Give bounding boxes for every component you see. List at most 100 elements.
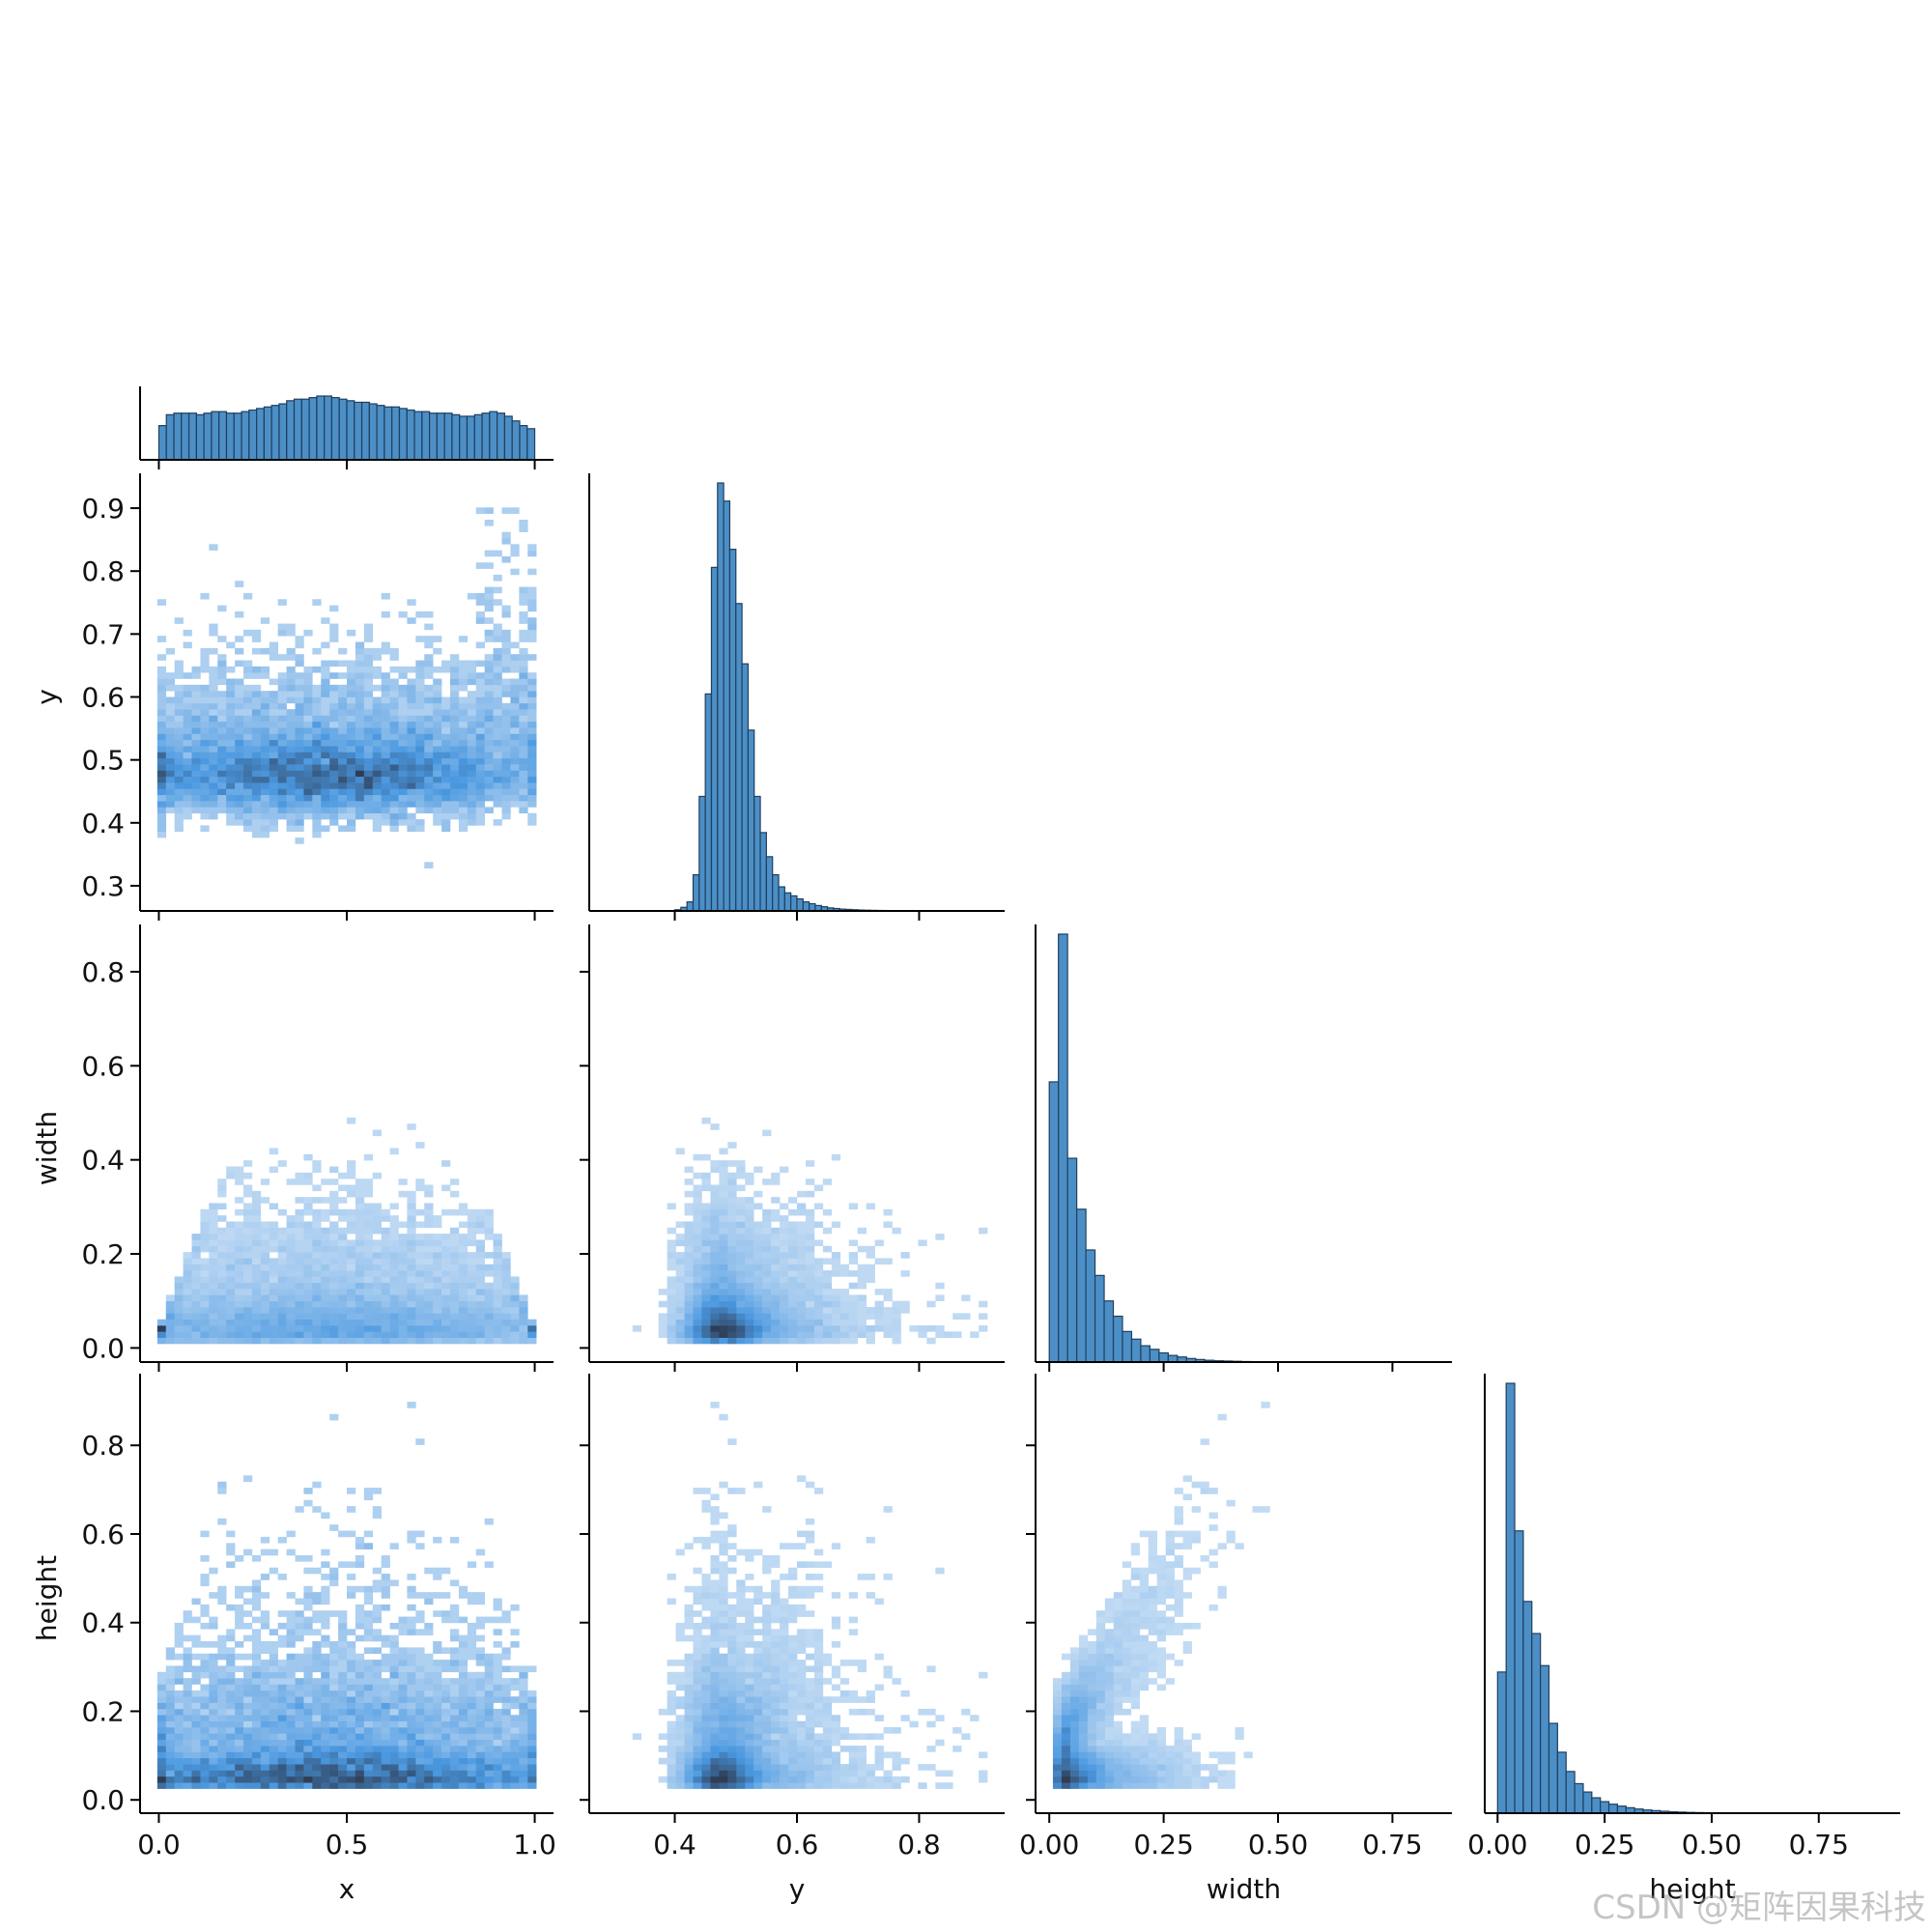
- density-cell: [183, 1739, 192, 1747]
- density-cell: [251, 782, 262, 789]
- density-cell: [762, 1561, 772, 1569]
- density-cell: [312, 1227, 322, 1235]
- density-cell: [321, 1665, 330, 1673]
- density-cell: [892, 1227, 901, 1235]
- density-cell: [415, 1684, 425, 1691]
- density-cell: [788, 1720, 798, 1728]
- density-cell: [347, 1629, 356, 1635]
- density-cell: [926, 1300, 936, 1308]
- density-cell: [667, 1574, 676, 1580]
- density-cell: [467, 1276, 477, 1284]
- density-cell: [347, 1647, 356, 1655]
- density-cell: [372, 1665, 382, 1673]
- density-cell: [295, 715, 304, 723]
- density-cell: [450, 666, 460, 673]
- density-cell: [892, 1319, 901, 1326]
- density-cell: [1156, 1770, 1166, 1777]
- density-cell: [458, 733, 469, 741]
- density-cell: [467, 702, 477, 710]
- density-cell: [762, 1319, 772, 1326]
- density-cell: [389, 1764, 399, 1771]
- density-cell: [372, 1647, 382, 1655]
- density-cell: [243, 1751, 253, 1759]
- density-cell: [338, 1776, 348, 1783]
- density-cell: [226, 1733, 236, 1741]
- density-cell: [510, 770, 520, 778]
- density-cell: [797, 1660, 807, 1666]
- density-cell: [753, 1660, 763, 1666]
- density-cell: [527, 709, 537, 716]
- density-cell: [226, 1227, 236, 1235]
- density-cell: [727, 1746, 737, 1752]
- density-cell: [338, 776, 348, 783]
- density-cell: [363, 1702, 374, 1710]
- density-cell: [501, 1751, 511, 1759]
- density-cell: [398, 1252, 408, 1259]
- density-cell: [693, 1264, 702, 1271]
- density-cell: [165, 1751, 175, 1759]
- density-cell: [389, 727, 399, 734]
- density-cell: [200, 727, 210, 734]
- density-cell: [398, 764, 408, 771]
- density-cell: [312, 1313, 322, 1320]
- density-cell: [251, 831, 262, 838]
- density-cell: [433, 1641, 442, 1648]
- density-cell: [251, 1684, 262, 1691]
- density-cell: [780, 1319, 789, 1326]
- density-cell: [407, 782, 416, 789]
- density-cell: [329, 1282, 339, 1290]
- density-cell: [727, 1610, 737, 1617]
- density-cell: [209, 812, 218, 820]
- density-cell: [286, 794, 296, 802]
- histogram-bar: [1112, 1315, 1123, 1363]
- density-cell: [277, 794, 287, 802]
- density-cell: [805, 1221, 815, 1229]
- density-cell: [727, 1258, 737, 1265]
- density-cell: [260, 776, 270, 783]
- density-cell: [684, 1622, 694, 1630]
- density-cell: [191, 1313, 201, 1320]
- density-cell: [407, 1751, 416, 1759]
- density-cell: [527, 794, 537, 802]
- density-cell: [269, 1282, 278, 1290]
- density-cell: [510, 801, 520, 808]
- density-cell: [156, 1678, 167, 1685]
- density-cell: [780, 1221, 789, 1229]
- density-cell: [191, 746, 201, 753]
- density-cell: [338, 1234, 348, 1240]
- density-cell: [243, 702, 253, 710]
- density-cell: [874, 1258, 884, 1265]
- density-cell: [312, 1782, 322, 1789]
- density-cell: [226, 1331, 236, 1338]
- density-cell: [433, 794, 442, 802]
- density-cell: [209, 1264, 218, 1271]
- density-cell: [217, 1757, 227, 1765]
- density-cell: [693, 1690, 702, 1697]
- density-cell: [501, 733, 511, 741]
- density-cell: [398, 1660, 408, 1666]
- density-cell: [667, 1325, 676, 1332]
- density-cell: [226, 812, 236, 820]
- density-cell: [519, 807, 528, 814]
- density-cell: [753, 1647, 763, 1655]
- density-cell: [217, 1592, 227, 1599]
- density-cell: [209, 1727, 218, 1734]
- density-cell: [303, 1671, 313, 1679]
- density-cell: [165, 1757, 175, 1765]
- density-cell: [719, 1270, 728, 1277]
- density-cell: [415, 1751, 425, 1759]
- density-cell: [243, 1702, 253, 1710]
- density-cell: [727, 1592, 737, 1599]
- density-cell: [355, 788, 365, 796]
- density-cell: [762, 1665, 772, 1673]
- density-cell: [493, 586, 502, 594]
- density-cell: [450, 1739, 460, 1747]
- histogram-bar: [1122, 1330, 1133, 1363]
- density-cell: [355, 1696, 365, 1703]
- density-cell: [458, 666, 469, 673]
- density-cell: [286, 1179, 296, 1185]
- density-cell: [424, 1245, 434, 1253]
- density-cell: [200, 782, 210, 789]
- density-cell: [389, 1727, 399, 1734]
- density-cell: [693, 1733, 702, 1741]
